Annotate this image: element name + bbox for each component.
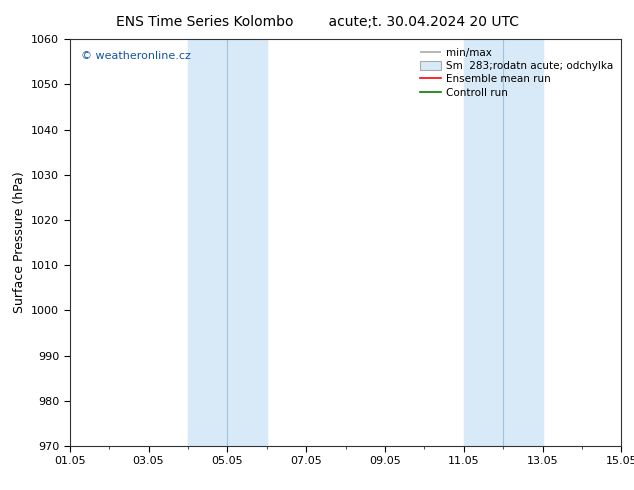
- Text: © weatheronline.cz: © weatheronline.cz: [81, 51, 191, 61]
- Legend: min/max, Sm  283;rodatn acute; odchylka, Ensemble mean run, Controll run: min/max, Sm 283;rodatn acute; odchylka, …: [417, 45, 616, 101]
- Bar: [188, 39, 267, 446]
- Bar: [463, 39, 543, 446]
- Y-axis label: Surface Pressure (hPa): Surface Pressure (hPa): [13, 172, 25, 314]
- Text: ENS Time Series Kolombo        acute;t. 30.04.2024 20 UTC: ENS Time Series Kolombo acute;t. 30.04.2…: [115, 15, 519, 29]
